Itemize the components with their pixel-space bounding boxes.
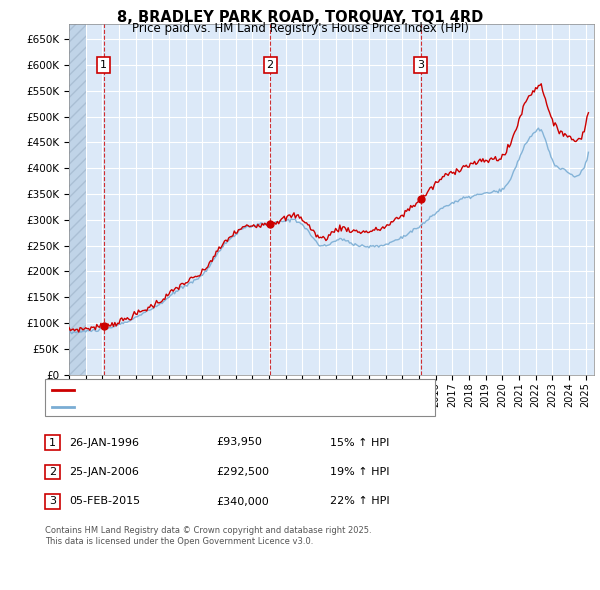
Text: 1: 1	[100, 60, 107, 70]
Text: 2: 2	[266, 60, 274, 70]
Text: 3: 3	[417, 60, 424, 70]
Text: Contains HM Land Registry data © Crown copyright and database right 2025.
This d: Contains HM Land Registry data © Crown c…	[45, 526, 371, 546]
Text: £93,950: £93,950	[216, 438, 262, 447]
Text: 15% ↑ HPI: 15% ↑ HPI	[330, 438, 389, 447]
Text: 8, BRADLEY PARK ROAD, TORQUAY, TQ1 4RD (detached house): 8, BRADLEY PARK ROAD, TORQUAY, TQ1 4RD (…	[79, 385, 388, 395]
Text: £292,500: £292,500	[216, 467, 269, 477]
Text: 3: 3	[49, 497, 56, 506]
Text: 26-JAN-1996: 26-JAN-1996	[69, 438, 139, 447]
Text: 2: 2	[49, 467, 56, 477]
Text: HPI: Average price, detached house, Torbay: HPI: Average price, detached house, Torb…	[79, 402, 292, 412]
Text: 8, BRADLEY PARK ROAD, TORQUAY, TQ1 4RD: 8, BRADLEY PARK ROAD, TORQUAY, TQ1 4RD	[117, 10, 483, 25]
Text: 05-FEB-2015: 05-FEB-2015	[69, 497, 140, 506]
Text: 1: 1	[49, 438, 56, 447]
Text: Price paid vs. HM Land Registry's House Price Index (HPI): Price paid vs. HM Land Registry's House …	[131, 22, 469, 35]
Text: £340,000: £340,000	[216, 497, 269, 506]
Bar	[69, 24, 86, 375]
Text: 25-JAN-2006: 25-JAN-2006	[69, 467, 139, 477]
Text: 22% ↑ HPI: 22% ↑ HPI	[330, 497, 389, 506]
Text: 19% ↑ HPI: 19% ↑ HPI	[330, 467, 389, 477]
